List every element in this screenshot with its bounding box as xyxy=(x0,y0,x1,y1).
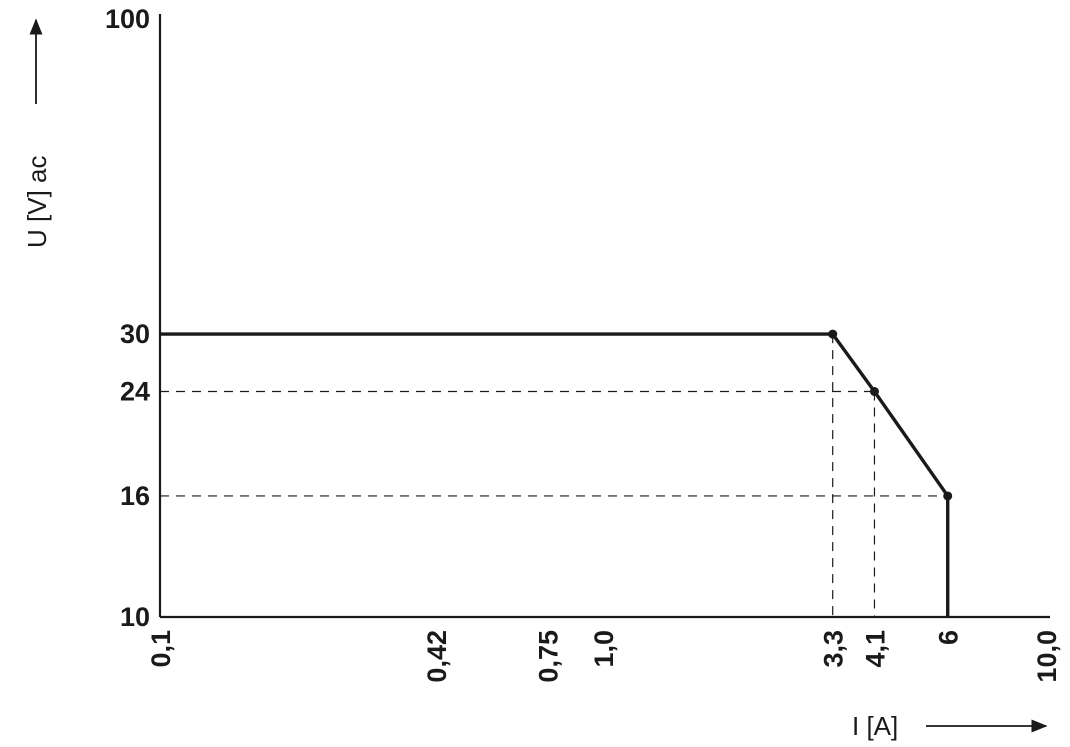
x-tick-label: 4,1 xyxy=(860,630,890,668)
x-tick-label: 0,42 xyxy=(422,630,452,683)
data-point xyxy=(828,329,838,339)
x-axis-label: I [A] xyxy=(852,711,898,741)
x-tick-label: 0,1 xyxy=(146,630,176,668)
data-point xyxy=(943,491,953,501)
x-tick-label: 0,75 xyxy=(534,630,564,683)
series-line xyxy=(160,332,950,617)
data-point xyxy=(869,387,879,397)
reference-lines xyxy=(160,333,949,617)
x-tick-label: 10,0 xyxy=(1032,630,1062,683)
y-tick-label: 100 xyxy=(105,4,150,34)
y-tick-label: 30 xyxy=(120,319,150,349)
x-tick-labels: 0,1 0,42 0,75 1,0 3,3 4,1 6 10,0 xyxy=(146,630,1062,683)
x-tick-label: 1,0 xyxy=(589,630,619,668)
y-tick-label: 24 xyxy=(120,377,150,407)
y-tick-label: 16 xyxy=(120,481,150,511)
x-tick-label: 6 xyxy=(934,630,964,645)
y-axis-label: U [V] ac xyxy=(22,156,52,248)
series-markers xyxy=(828,329,953,501)
y-tick-label: 10 xyxy=(120,602,150,632)
y-tick-labels: 10 16 24 30 100 xyxy=(105,4,150,632)
x-tick-label: 3,3 xyxy=(819,630,849,668)
